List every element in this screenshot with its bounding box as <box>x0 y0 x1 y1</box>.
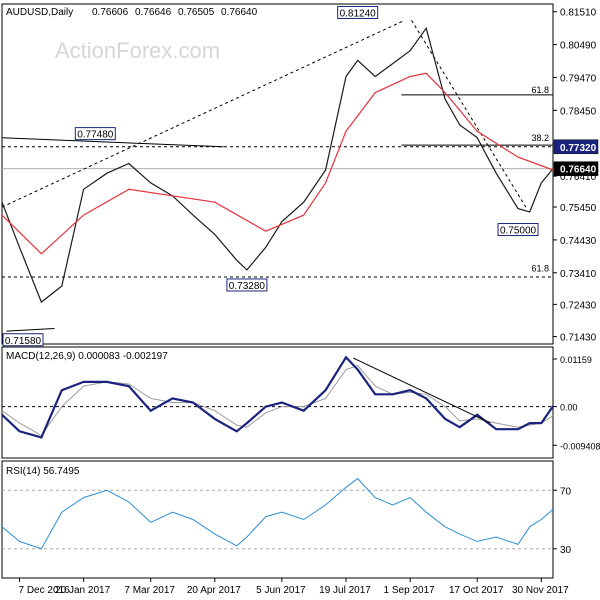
price-y-tick-label: 0.76410 <box>560 172 597 183</box>
price-annotation: 0.71580 <box>5 336 42 347</box>
price-series-line <box>1 26 554 304</box>
price-y-tick-label: 0.72430 <box>560 300 597 311</box>
trend-line <box>1 137 224 148</box>
price-panel: ActionForex.com 0.81240 0.77480 0.73280 0.75… <box>1 3 599 347</box>
watermark: ActionForex.com <box>55 38 220 63</box>
rsi-panel: 70 30 RSI(14) 56.7495 <box>1 460 572 579</box>
x-tick-label: 20 Apr 2017 <box>187 585 241 596</box>
price-annotation-box <box>497 223 539 237</box>
macd-y-tick-label: -0.009408 <box>560 441 600 451</box>
trend-line <box>6 328 55 332</box>
x-tick-label: 7 Mar 2017 <box>124 585 175 596</box>
current-price-tag-box <box>553 161 599 176</box>
x-tick-label: 17 Oct 2017 <box>449 585 504 596</box>
ohlc-value: 0.76646 <box>135 7 172 18</box>
macd-panel: 0.01159 0.00 -0.009408 MACD(12,26,9) 0.0000… <box>1 346 600 459</box>
rsi-y-tick-label: 70 <box>560 486 572 497</box>
price-y-tick-label: 0.80490 <box>560 41 597 52</box>
x-tick-label: 1 Sep 2017 <box>384 585 436 596</box>
level-price-tag-box <box>553 139 599 155</box>
moving-average-line <box>1 72 554 255</box>
level-price-tag: 0.77320 <box>560 143 597 154</box>
rsi-y-tick-label: 30 <box>560 545 572 556</box>
macd-panel-frame <box>1 346 554 459</box>
price-annotation: 0.75000 <box>500 226 537 237</box>
symbol-label: AUDUSD,Daily <box>6 7 73 18</box>
price-annotation: 0.81240 <box>340 8 377 19</box>
fib-label: 61.8 <box>532 264 550 274</box>
x-tick-label: 19 Jul 2017 <box>319 585 371 596</box>
price-y-tick-label: 0.78450 <box>560 106 597 117</box>
trend-line <box>1 19 405 208</box>
price-annotation-box <box>2 333 44 347</box>
macd-trend-line <box>353 357 491 424</box>
rsi-line <box>1 477 554 550</box>
x-tick-label: 20 Jan 2017 <box>55 585 110 596</box>
price-y-tick-label: 0.81510 <box>560 8 597 19</box>
price-annotation-box <box>74 127 116 141</box>
x-tick-label: 5 Jun 2017 <box>256 585 306 596</box>
price-annotation-box <box>226 278 268 292</box>
price-y-tick-label: 0.71430 <box>560 333 597 344</box>
x-tick-label: 30 Nov 2017 <box>512 585 569 596</box>
ohlc-value: 0.76606 <box>92 7 129 18</box>
ohlc-value: 0.76505 <box>178 7 215 18</box>
price-y-tick-label: 0.73410 <box>560 269 597 280</box>
ohlc-value: 0.76640 <box>221 7 258 18</box>
price-panel-frame <box>1 3 554 345</box>
current-price-tag: 0.76640 <box>560 165 597 176</box>
macd-y-tick-label: 0.00 <box>560 403 578 413</box>
rsi-label: RSI(14) 56.7495 <box>6 466 80 477</box>
macd-line <box>1 355 554 439</box>
price-y-tick-label: 0.79470 <box>560 73 597 84</box>
fib-label: 61.8 <box>532 85 550 95</box>
rsi-panel-frame <box>1 460 554 579</box>
fib-label: 38.2 <box>532 133 550 143</box>
price-annotation: 0.77480 <box>77 130 114 141</box>
price-annotation: 0.73280 <box>229 281 266 292</box>
x-tick-label: 7 Dec 2016 <box>18 585 70 596</box>
macd-label: MACD(12,26,9) 0.000083 -0.002197 <box>6 351 168 362</box>
macd-signal-line <box>1 364 554 437</box>
price-y-tick-label: 0.74430 <box>560 236 597 247</box>
price-annotation-box <box>337 5 379 19</box>
macd-y-tick-label: 0.01159 <box>560 355 592 365</box>
trend-line <box>411 20 528 209</box>
price-y-tick-label: 0.75450 <box>560 203 597 214</box>
